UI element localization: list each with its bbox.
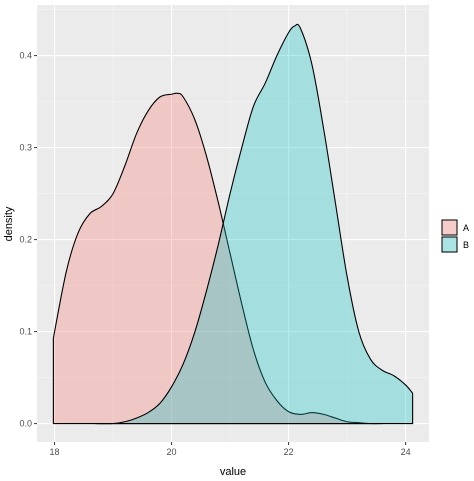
x-axis-title: value <box>220 466 246 478</box>
y-tick-label: 0.1 <box>19 327 32 337</box>
x-axis-ticks: 18 20 22 24 <box>50 442 411 457</box>
x-tick-label: 20 <box>167 447 177 457</box>
legend-swatch-A <box>441 219 458 236</box>
legend-label-B: B <box>463 240 469 250</box>
y-axis-ticks: 0.0 0.1 0.2 0.3 0.4 <box>19 51 37 429</box>
grid-lines <box>37 5 429 442</box>
y-axis-title: density <box>3 206 15 241</box>
legend-swatch-B <box>441 236 458 253</box>
x-tick-label: 22 <box>284 447 294 457</box>
density-area-A <box>52 92 383 425</box>
y-tick-label: 0.2 <box>19 235 32 245</box>
legend-key-bg <box>441 236 458 253</box>
y-tick-label: 0.0 <box>19 419 32 429</box>
x-tick-label: 18 <box>50 447 60 457</box>
y-tick-label: 0.4 <box>19 51 32 61</box>
legend-label-A: A <box>463 223 469 233</box>
plot-panel <box>37 5 429 442</box>
x-tick-label: 24 <box>401 447 411 457</box>
y-tick-label: 0.3 <box>19 143 32 153</box>
legend: AB <box>441 219 469 253</box>
density-areas <box>52 23 414 425</box>
legend-key-bg <box>441 219 458 236</box>
density-area-B <box>94 23 414 425</box>
